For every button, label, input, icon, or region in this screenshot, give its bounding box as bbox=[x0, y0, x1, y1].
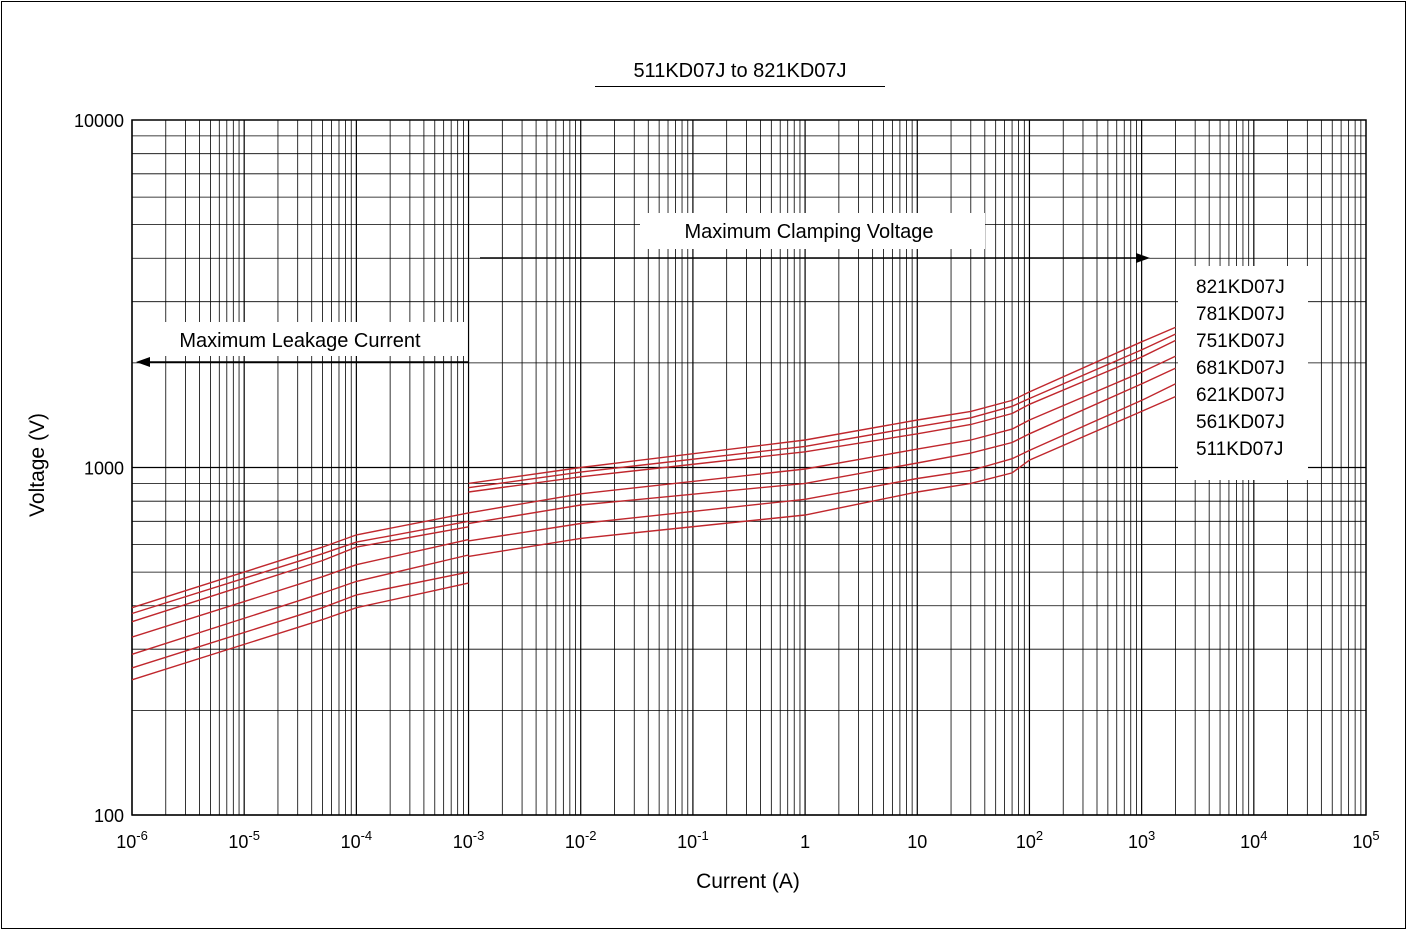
series-line-511KD07J-clamping bbox=[468, 395, 1176, 558]
y-axis-label: Voltage (V) bbox=[26, 413, 49, 517]
x-tick-label: 10-1 bbox=[677, 828, 709, 852]
plot-border bbox=[131, 119, 1367, 816]
x-axis-label: Current (A) bbox=[696, 870, 800, 893]
x-tick-label: 10 bbox=[907, 832, 927, 852]
series-curves bbox=[131, 326, 1176, 681]
x-tick-label: 10-5 bbox=[228, 828, 260, 852]
clamping-label-bg bbox=[640, 213, 985, 249]
legend-entry: 751KD07J bbox=[1196, 331, 1285, 352]
series-line-681KD07J-clamping bbox=[468, 355, 1176, 514]
series-line-751KD07J-clamping bbox=[468, 339, 1176, 493]
series-line-751KD07J-leakage bbox=[131, 526, 469, 623]
chart-title: 511KD07J to 821KD07J bbox=[595, 60, 885, 87]
series-line-821KD07J-clamping bbox=[468, 326, 1176, 485]
series-line-681KD07J-leakage bbox=[131, 538, 469, 638]
legend-entry: 781KD07J bbox=[1196, 304, 1285, 325]
series-line-821KD07J-leakage bbox=[131, 512, 469, 609]
x-tick-label: 10-6 bbox=[116, 828, 148, 852]
series-line-561KD07J-leakage bbox=[131, 571, 469, 669]
grid bbox=[131, 119, 1367, 816]
y-tick-label: 10000 bbox=[74, 111, 124, 131]
legend-bg bbox=[1178, 266, 1308, 480]
clamping-arrowhead bbox=[1136, 253, 1150, 263]
series-line-561KD07J-clamping bbox=[468, 383, 1176, 542]
leakage-label-bg bbox=[145, 322, 465, 356]
legend-entry: 621KD07J bbox=[1196, 385, 1285, 406]
legend-entry: 561KD07J bbox=[1196, 412, 1285, 433]
y-tick-label: 100 bbox=[94, 806, 124, 826]
x-tick-label: 10-4 bbox=[341, 828, 373, 852]
x-tick-label: 105 bbox=[1352, 828, 1379, 852]
leakage-arrowhead bbox=[136, 357, 150, 367]
series-line-621KD07J-clamping bbox=[468, 367, 1176, 525]
x-tick-label: 103 bbox=[1128, 828, 1155, 852]
series-line-621KD07J-leakage bbox=[131, 554, 469, 655]
x-tick-label: 10-2 bbox=[565, 828, 597, 852]
series-line-781KD07J-clamping bbox=[468, 333, 1176, 489]
x-tick-label: 10-3 bbox=[453, 828, 485, 852]
series-line-781KD07J-leakage bbox=[131, 520, 469, 615]
legend-entry: 821KD07J bbox=[1196, 277, 1285, 298]
legend-entry: 511KD07J bbox=[1196, 439, 1283, 460]
x-tick-label: 104 bbox=[1240, 828, 1267, 852]
leakage-annotation: Maximum Leakage Current bbox=[179, 330, 421, 352]
y-tick-label: 1000 bbox=[84, 459, 124, 479]
clamping-annotation: Maximum Clamping Voltage bbox=[685, 221, 934, 243]
x-tick-label: 1 bbox=[800, 832, 810, 852]
legend: 821KD07J 781KD07J 751KD07J 681KD07J 621KD07J… bbox=[1196, 277, 1285, 460]
legend-entry: 681KD07J bbox=[1196, 358, 1285, 379]
x-tick-label: 102 bbox=[1016, 828, 1043, 852]
series-line-511KD07J-leakage bbox=[131, 582, 469, 681]
tick-labels: 10-6 10-5 10-4 10-3 10-2 10-1 1 10 102 103 104 105 1… bbox=[74, 111, 1380, 852]
